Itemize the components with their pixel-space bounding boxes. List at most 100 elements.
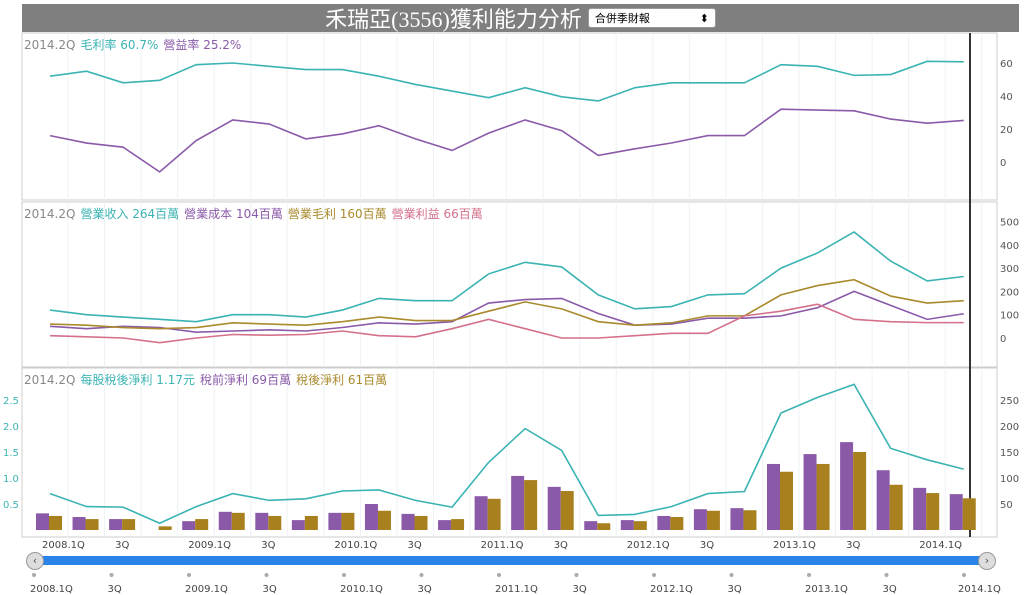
navigator-label: 2014.1Q	[958, 584, 1001, 595]
series-line-revenue-1	[49, 290, 964, 333]
bar-aftertax	[597, 523, 611, 530]
bar-aftertax	[487, 498, 501, 530]
y-tick-revenue: 100	[1000, 311, 1019, 322]
bar-pretax	[364, 504, 378, 530]
navigator-dot	[32, 573, 36, 577]
bar-pretax	[803, 454, 817, 530]
bar-pretax	[949, 494, 963, 530]
bar-pretax	[913, 487, 927, 530]
x-tick: 3Q	[700, 540, 714, 551]
x-tick: 2011.1Q	[481, 540, 524, 551]
series-line-revenue-2	[49, 278, 964, 330]
bar-aftertax	[451, 519, 465, 530]
navigator-dot	[497, 573, 501, 577]
navigator-dot	[807, 573, 811, 577]
bar-aftertax	[853, 452, 867, 530]
bar-pretax	[72, 517, 86, 530]
y-tick-revenue: 0	[1000, 334, 1006, 345]
x-tick: 2010.1Q	[334, 540, 377, 551]
bar-pretax	[218, 511, 232, 530]
navigator-dot	[729, 573, 734, 577]
bar-aftertax	[85, 519, 99, 530]
x-tick: 2008.1Q	[42, 540, 85, 551]
legend-margin: 2014.2Q 毛利率 60.7% 營益率 25.2%	[24, 38, 242, 52]
series-line-margin-0	[49, 60, 964, 102]
bar-aftertax	[268, 515, 282, 530]
navigator-label: 3Q	[728, 584, 742, 595]
bar-pretax	[767, 463, 780, 530]
navigator-label: 3Q	[263, 584, 277, 595]
navigator-label: 3Q	[418, 584, 432, 595]
bar-pretax	[693, 509, 707, 530]
navigator-dot	[264, 573, 269, 577]
bar-aftertax	[231, 512, 245, 530]
bar-pretax	[657, 515, 671, 530]
bar-pretax	[474, 496, 488, 530]
bar-aftertax	[195, 519, 209, 530]
y-tick-revenue: 400	[1000, 241, 1019, 252]
x-tick: 2014.1Q	[919, 540, 962, 551]
title-bar: 禾瑞亞(3556)獲利能力分析 合併季財報 ⬍	[22, 4, 1019, 32]
navigator-label: 3Q	[108, 584, 122, 595]
left-y-tick: 0.5	[3, 500, 19, 511]
bar-pretax	[876, 470, 890, 530]
bar-aftertax	[414, 515, 428, 530]
bar-aftertax	[780, 471, 793, 530]
y-tick-revenue: 200	[1000, 287, 1019, 298]
bar-pretax	[328, 512, 342, 530]
bar-aftertax	[706, 510, 720, 530]
panel-frame-0	[21, 32, 998, 201]
range-navigator[interactable]: ‹ ›	[26, 552, 996, 570]
series-line-revenue-3	[49, 303, 964, 344]
y-tick-revenue: 500	[1000, 218, 1019, 229]
left-y-tick: 1.5	[3, 448, 19, 459]
y-tick-margin: 40	[1000, 92, 1013, 103]
x-tick: 3Q	[554, 540, 568, 551]
bar-pretax	[401, 513, 415, 530]
navigator-dot	[652, 573, 656, 577]
navigator-track[interactable]	[40, 556, 982, 565]
report-type-select[interactable]: 合併季財報 ⬍	[587, 8, 716, 28]
right-y-tick: 50	[1000, 500, 1013, 511]
bar-pretax	[511, 475, 525, 530]
bar-aftertax	[341, 512, 355, 530]
bar-aftertax	[49, 515, 62, 530]
y-tick-margin: 60	[1000, 59, 1013, 70]
x-tick: 2013.1Q	[773, 540, 816, 551]
bar-pretax	[547, 486, 561, 530]
navigator-label: 2012.1Q	[650, 584, 693, 595]
chevron-right-icon[interactable]: ›	[978, 552, 996, 570]
panel-frame-1	[21, 201, 998, 368]
series-line-revenue-0	[49, 231, 964, 323]
bar-aftertax	[962, 498, 976, 530]
navigator-dot	[109, 573, 114, 577]
bar-aftertax	[633, 521, 647, 530]
x-tick: 2009.1Q	[188, 540, 231, 551]
left-y-tick: 2.0	[3, 422, 19, 433]
y-tick-revenue: 300	[1000, 264, 1019, 275]
chevron-left-icon[interactable]: ‹	[26, 552, 44, 570]
bar-pretax	[255, 512, 269, 530]
bar-pretax	[291, 520, 305, 530]
navigator-label: 2011.1Q	[495, 584, 538, 595]
bar-aftertax	[377, 510, 391, 530]
series-line-eps	[49, 383, 964, 525]
bar-aftertax	[158, 526, 172, 530]
bar-aftertax	[122, 519, 136, 530]
bar-aftertax	[816, 463, 830, 530]
bar-pretax	[620, 520, 634, 530]
bar-aftertax	[670, 517, 684, 530]
x-tick: 3Q	[261, 540, 275, 551]
bar-aftertax	[524, 480, 538, 530]
bar-pretax	[36, 513, 49, 530]
x-tick: 3Q	[115, 540, 129, 551]
navigator-label: 3Q	[883, 584, 897, 595]
navigator-label: 3Q	[573, 584, 587, 595]
navigator-label: 2009.1Q	[185, 584, 228, 595]
page-title: 禾瑞亞(3556)獲利能力分析	[325, 7, 582, 32]
right-y-tick: 100	[1000, 474, 1019, 485]
navigator-dot	[962, 573, 966, 577]
navigator-dot	[342, 573, 346, 577]
bar-pretax	[584, 521, 598, 530]
